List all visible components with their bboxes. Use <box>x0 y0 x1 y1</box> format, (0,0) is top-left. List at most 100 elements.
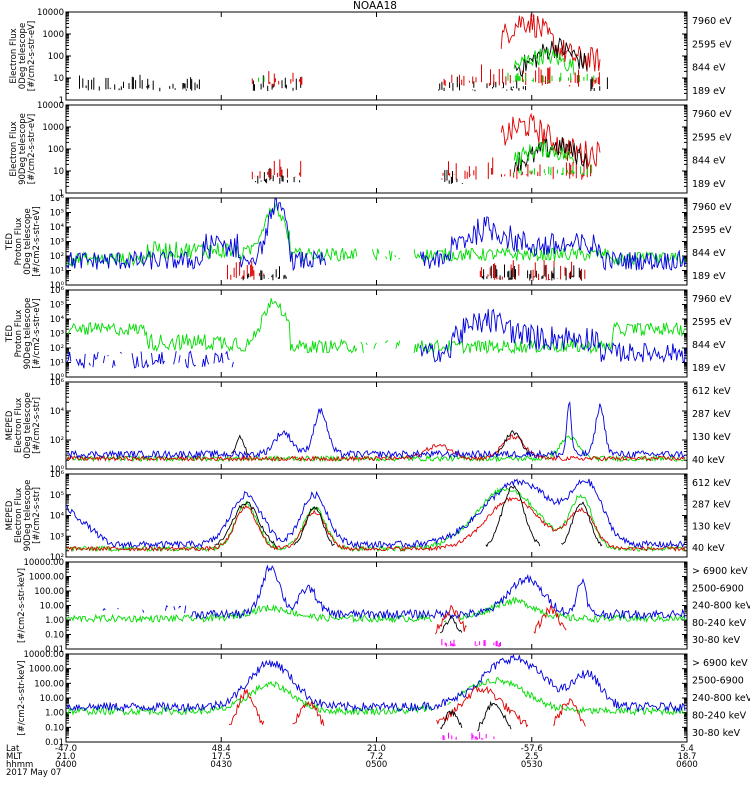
panel-frame <box>65 289 688 378</box>
y-axis-label: 0Deg telescope <box>23 208 33 274</box>
y-tick-label: 10² <box>50 436 64 446</box>
y-tick-label: 10¹ <box>50 359 64 369</box>
y-tick-label: 10⁴ <box>50 407 65 417</box>
y-tick-label: 10⁴ <box>50 315 65 325</box>
legend-entry: 30-80 keV <box>692 635 741 646</box>
x-tick-label: 21.0 <box>367 744 386 754</box>
x-tick-label: 0500 <box>366 760 388 770</box>
legend-entry: 7960 eV <box>692 109 732 120</box>
y-tick-label: 10¹ <box>50 267 64 277</box>
legend-entry: 7960 eV <box>692 16 732 27</box>
x-row-label: Lat <box>6 744 20 754</box>
y-axis-label: TED <box>5 232 15 251</box>
y-axis-label: Electron Flux <box>9 121 19 176</box>
y-tick-label: 0.10 <box>45 631 64 641</box>
y-tick-label: 100.00 <box>34 587 64 597</box>
legend-entry: > 6900 keV <box>692 658 748 669</box>
series-line <box>66 653 686 713</box>
x-tick-label: 0600 <box>676 760 698 770</box>
panel-frame <box>65 561 688 650</box>
legend-entry: 2595 eV <box>692 317 732 328</box>
y-tick-label: 10.00 <box>40 602 64 612</box>
series-spikes <box>513 164 593 176</box>
y-tick-label: 10⁰ <box>50 281 65 291</box>
y-axis-label: 0Deg telescope <box>18 23 28 89</box>
y-tick-label: 10³ <box>50 238 64 248</box>
legend-entry: 612 keV <box>692 478 731 489</box>
legend-entry: 40 keV <box>692 543 725 554</box>
y-tick-label: 1.00 <box>45 616 64 626</box>
y-tick-label: 10 <box>53 74 64 84</box>
y-axis-label: Electron Flux <box>14 488 24 543</box>
x-tick-label: -57.6 <box>521 744 543 754</box>
chart-title: NOAA18 <box>353 0 397 12</box>
legend-entry: 130 keV <box>692 521 731 532</box>
series-line <box>513 37 588 78</box>
y-tick-label: 10000.00 <box>23 650 64 660</box>
x-tick-label: 0400 <box>55 760 77 770</box>
legend-entry: 189 eV <box>692 86 726 97</box>
legend-entry: 189 eV <box>692 271 726 282</box>
legend-entry: 2500-6900 <box>692 583 744 594</box>
legend-entry: 7960 eV <box>692 294 732 305</box>
y-tick-label: 10³ <box>50 330 64 340</box>
x-tick-label: 5.4 <box>680 744 694 754</box>
series-line <box>513 137 588 173</box>
legend-entry: 2595 eV <box>692 132 732 143</box>
series-spikes <box>255 167 463 184</box>
legend-entry: 287 keV <box>692 409 731 420</box>
y-tick-label: 100 <box>48 52 64 62</box>
y-tick-label: 10 <box>53 167 64 177</box>
legend-entry: 844 eV <box>692 156 726 167</box>
panel-frame <box>65 104 688 194</box>
legend-entry: 240-800 keV <box>692 693 750 704</box>
series-spikes <box>242 264 582 281</box>
x-tick-label: 0430 <box>210 760 232 770</box>
x-tick-label: 2.5 <box>525 752 539 762</box>
y-axis-label: [#/cm2-s-str] <box>32 487 42 544</box>
legend-entry: 2500-6900 <box>692 676 744 687</box>
x-tick-label: 18.7 <box>678 752 697 762</box>
legend-entry: 80-240 keV <box>692 711 747 722</box>
series-spikes <box>79 74 608 92</box>
legend-entry: 240-800 keV <box>692 601 750 612</box>
x-tick-label: 17.5 <box>212 752 231 762</box>
y-tick-label: 10.00 <box>40 694 64 704</box>
x-tick-label: 0530 <box>521 760 543 770</box>
y-axis-label: [#/cm2-s-str-eV] <box>32 298 42 368</box>
y-tick-label: 1.00 <box>45 709 64 719</box>
series-line <box>500 112 601 168</box>
x-tick-label: -47.0 <box>55 744 77 754</box>
series-line <box>66 198 687 272</box>
y-tick-label: 10³ <box>50 532 64 542</box>
series-line <box>66 298 686 355</box>
y-axis-label: Proton Flux <box>14 310 24 358</box>
series-spikes <box>440 732 495 741</box>
legend-entry: 30-80 keV <box>692 728 741 739</box>
y-tick-label: 10² <box>50 252 64 262</box>
series-line <box>435 604 567 635</box>
y-axis-label: Electron Flux <box>14 398 24 453</box>
x-tick-label: 21.0 <box>57 752 76 762</box>
y-axis-label: MEPED <box>5 500 15 530</box>
y-tick-label: 1000.00 <box>29 573 64 583</box>
series-line <box>66 478 686 550</box>
series-line <box>66 596 686 624</box>
legend-entry: 7960 eV <box>692 202 732 213</box>
y-tick-label: 10⁰ <box>50 373 65 383</box>
series-line <box>513 140 575 166</box>
y-tick-label: 10⁶ <box>50 194 65 204</box>
y-tick-label: 1000 <box>42 30 64 40</box>
series-line <box>439 700 512 732</box>
series-line <box>66 435 686 463</box>
y-axis-label: [#/cm2-s-str] <box>32 397 42 454</box>
series-line <box>66 401 686 460</box>
y-tick-label: 1 <box>59 189 64 199</box>
y-axis-label: 90Deg telescope <box>23 480 33 552</box>
legend-entry: 189 eV <box>692 363 726 374</box>
panel-frame <box>65 197 688 286</box>
y-tick-label: 0.01 <box>45 645 64 655</box>
y-tick-label: 10⁵ <box>50 301 64 311</box>
legend-entry: 844 eV <box>692 248 726 259</box>
